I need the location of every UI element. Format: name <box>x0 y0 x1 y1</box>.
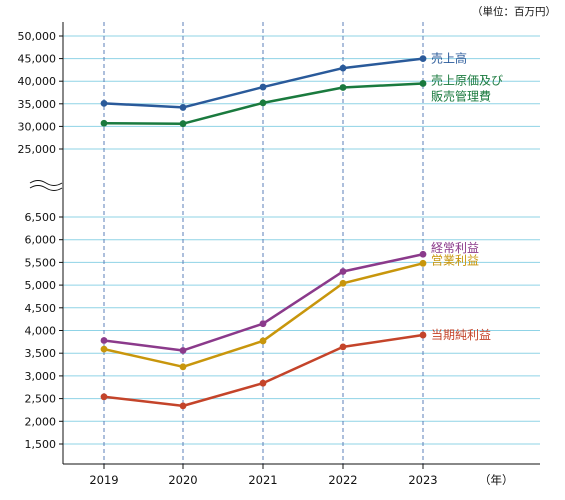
data-point <box>179 104 187 111</box>
x-unit-label: （年） <box>479 473 514 487</box>
y-tick-label: 2,000 <box>25 415 57 428</box>
data-point <box>179 402 187 410</box>
series-label: 売上原価及び <box>431 72 503 87</box>
data-point <box>419 55 427 62</box>
x-tick-label: 2021 <box>248 473 277 487</box>
unit-note: （単位：百万円） <box>472 5 556 18</box>
data-point <box>100 345 108 353</box>
data-point <box>179 120 187 128</box>
data-point <box>259 99 267 107</box>
y-tick-label: 25,000 <box>18 143 57 156</box>
y-tick-label: 6,500 <box>25 211 57 224</box>
data-point <box>419 250 427 258</box>
x-tick-label: 2020 <box>168 473 197 487</box>
y-tick-label: 4,000 <box>25 325 57 338</box>
y-tick-label: 50,000 <box>18 30 57 43</box>
y-tick-label: 35,000 <box>18 98 57 111</box>
data-point <box>339 343 347 351</box>
y-tick-label: 6,000 <box>25 234 57 247</box>
y-tick-labels: 50,000 45,000 40,000 35,000 30,000 25,000 6,50… <box>18 30 63 451</box>
data-point <box>179 347 187 354</box>
series-label: 販売管理費 <box>431 88 491 103</box>
data-point <box>100 337 108 344</box>
series-lines <box>100 55 427 410</box>
data-point <box>259 337 267 345</box>
data-point <box>419 80 427 87</box>
gridlines <box>63 35 540 445</box>
x-tick-labels: 2019 2020 2021 2022 2023 <box>89 464 438 487</box>
data-point <box>259 83 267 91</box>
data-point <box>259 320 267 328</box>
data-point <box>259 379 267 387</box>
y-tick-label: 5,500 <box>25 256 57 269</box>
x-tick-label: 2022 <box>328 473 357 487</box>
data-point <box>100 119 108 127</box>
x-tick-label: 2023 <box>408 473 437 487</box>
data-point <box>339 64 347 72</box>
axes <box>29 22 540 465</box>
data-point <box>339 279 347 287</box>
series-label: 経常利益 <box>431 241 479 255</box>
series-label: 営業利益 <box>431 253 479 267</box>
axis-break-mark <box>29 180 63 191</box>
data-point <box>179 363 187 371</box>
data-point <box>100 393 108 401</box>
data-point <box>339 268 347 275</box>
y-tick-label: 3,500 <box>25 347 57 360</box>
y-tick-label: 40,000 <box>18 75 57 88</box>
y-tick-label: 5,000 <box>25 279 57 292</box>
y-tick-label: 3,000 <box>25 370 57 383</box>
data-point <box>419 259 427 267</box>
data-point <box>419 331 427 339</box>
data-point <box>100 99 108 107</box>
y-tick-label: 1,500 <box>25 438 57 451</box>
y-tick-label: 4,500 <box>25 302 57 315</box>
y-tick-label: 30,000 <box>18 120 57 133</box>
series-label: 当期純利益 <box>431 328 491 342</box>
year-guides <box>103 22 424 464</box>
series-label: 売上高 <box>431 51 467 66</box>
data-point <box>339 84 347 91</box>
y-tick-label: 45,000 <box>18 53 57 66</box>
x-tick-label: 2019 <box>89 473 118 487</box>
y-tick-label: 2,500 <box>25 393 57 406</box>
